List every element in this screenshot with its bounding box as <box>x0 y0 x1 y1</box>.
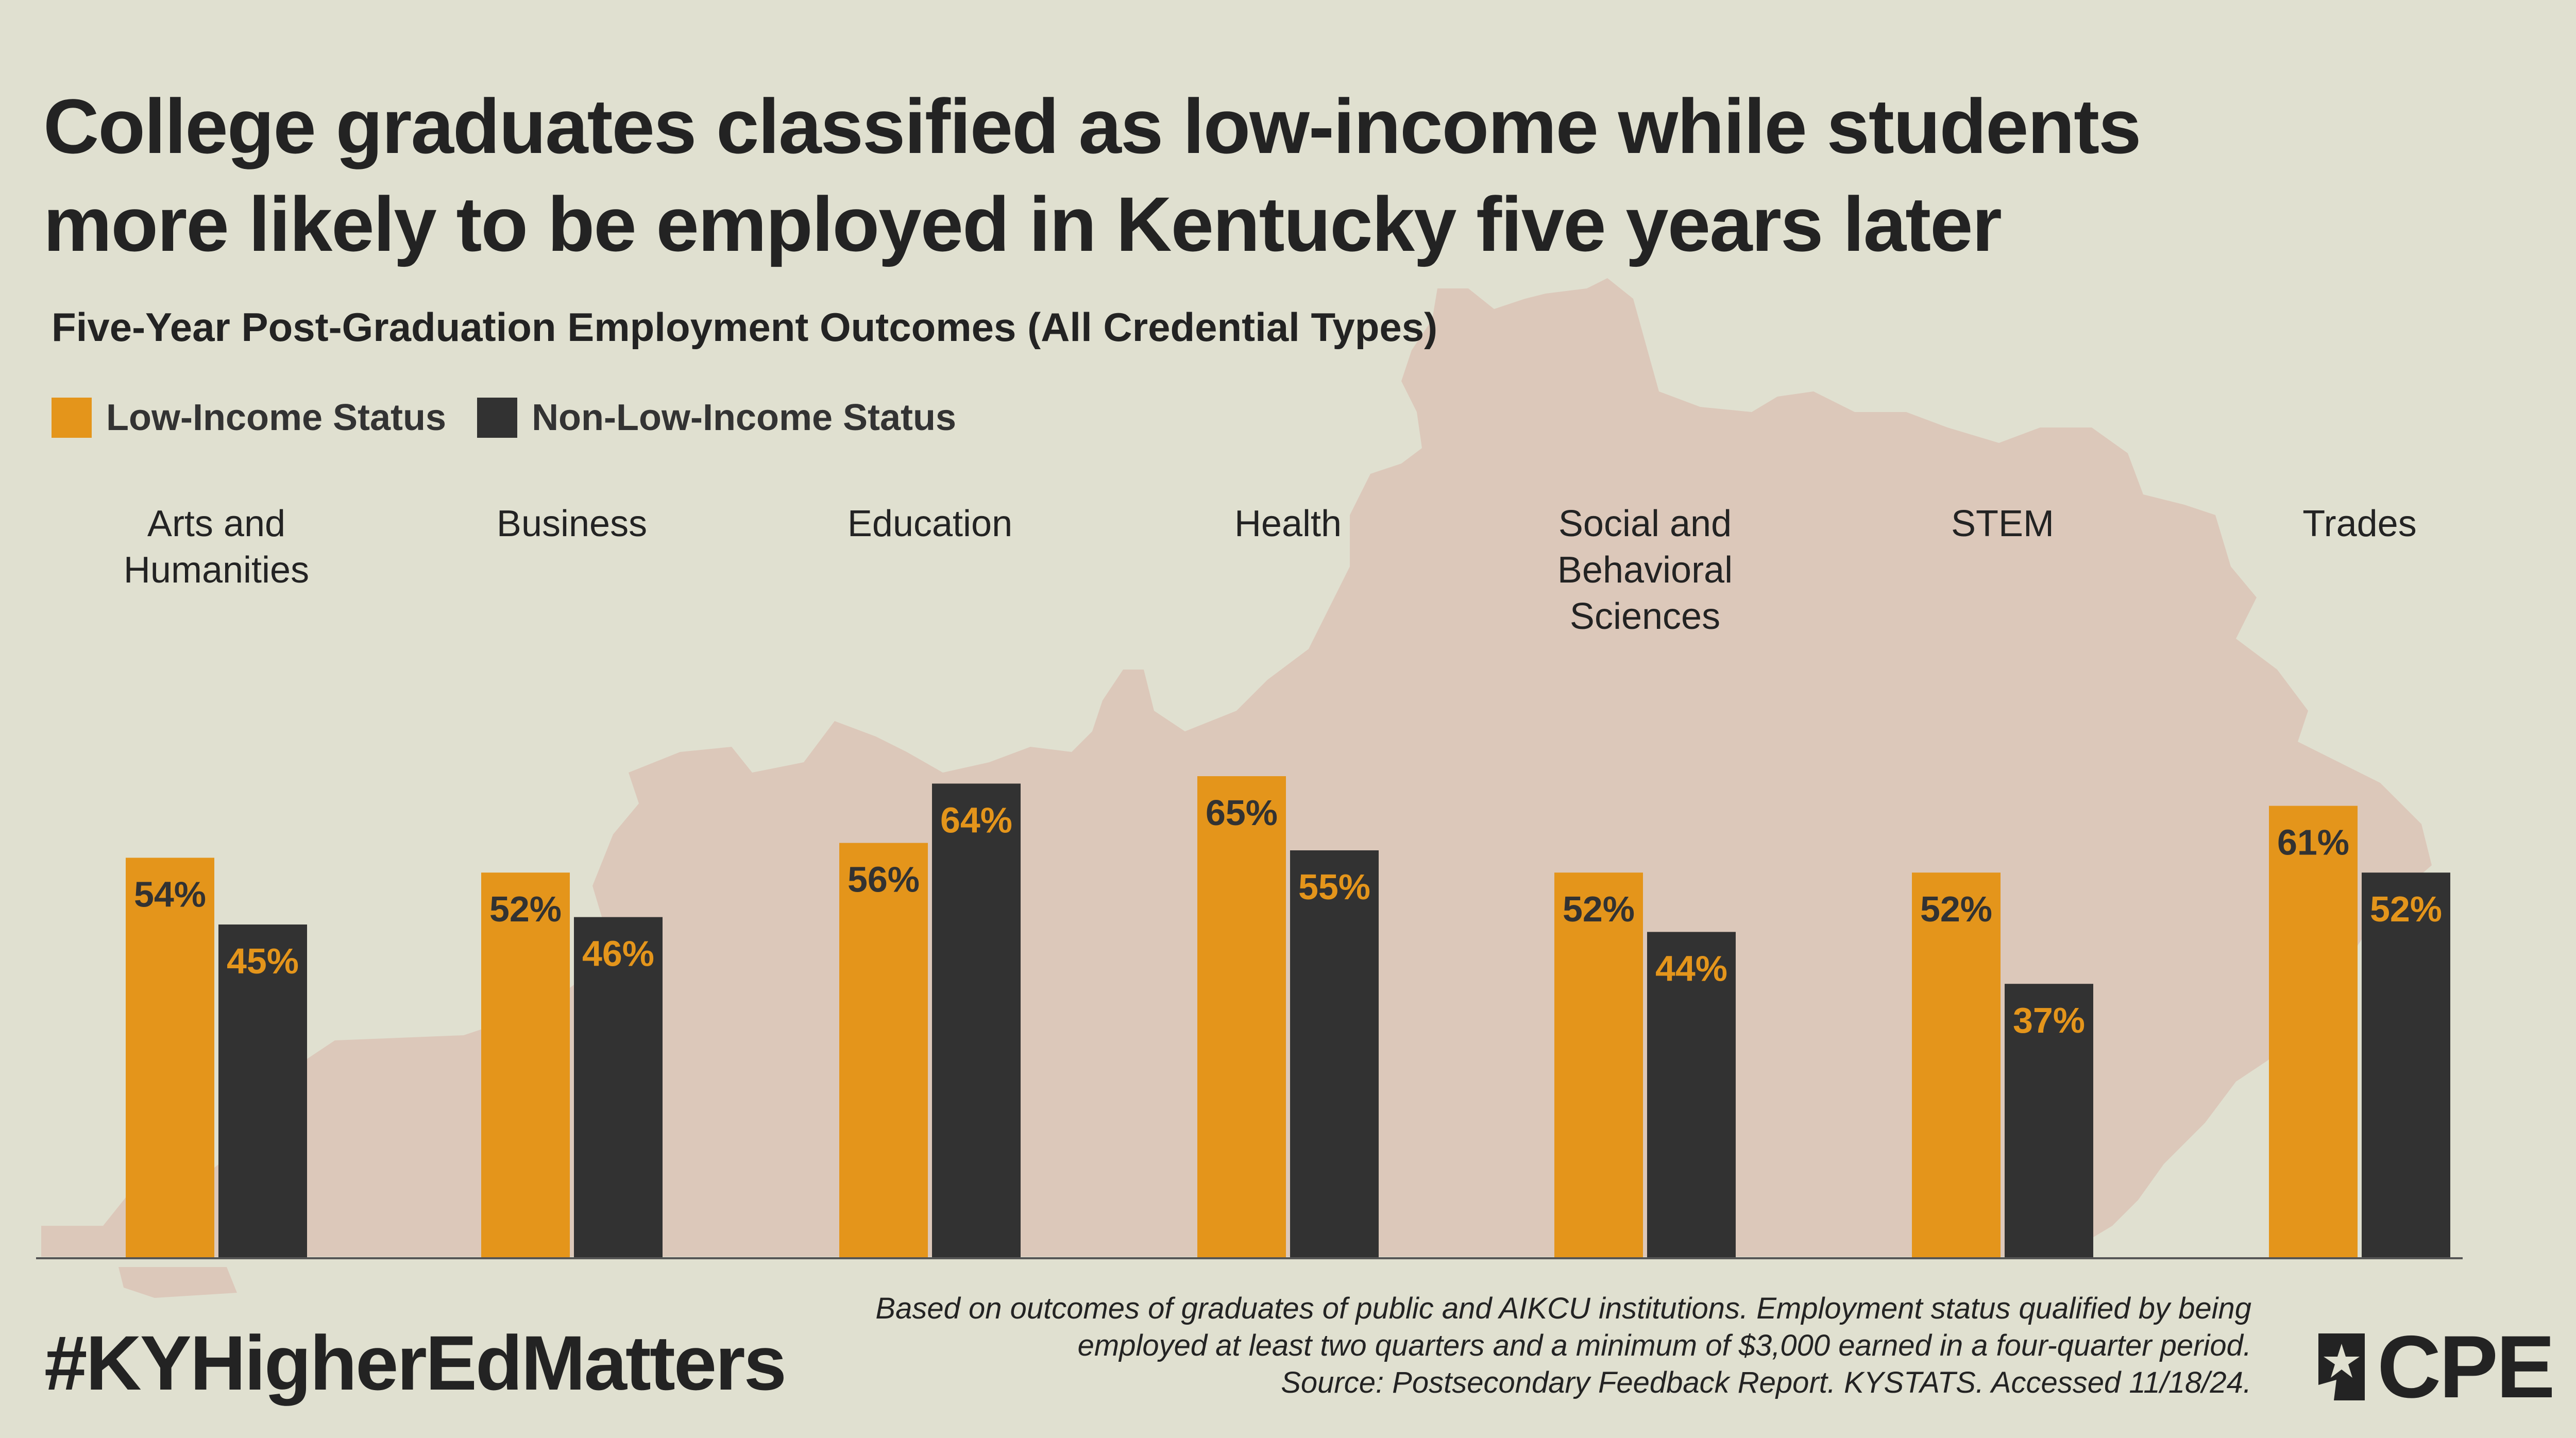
cpe-logo: CPE <box>2313 1316 2555 1418</box>
data-label-non-low-income: 44% <box>1655 948 1727 988</box>
data-label-low-income: 54% <box>134 874 206 914</box>
legend-label-non-low-income: Non-Low-Income Status <box>532 397 957 438</box>
footnote-line-1: Based on outcomes of graduates of public… <box>875 1292 2251 1325</box>
bar-non-low-income <box>574 917 663 1258</box>
data-label-low-income: 61% <box>2277 823 2349 863</box>
data-label-non-low-income: 37% <box>2013 1000 2085 1040</box>
bar-non-low-income <box>932 783 1021 1258</box>
page-title: College graduates classified as low-inco… <box>43 77 2141 273</box>
data-label-low-income: 52% <box>1563 889 1635 929</box>
data-label-non-low-income: 55% <box>1298 867 1370 907</box>
category-label: Education <box>848 503 1012 544</box>
footnote-line-3: Source: Postsecondary Feedback Report. K… <box>1281 1366 2251 1399</box>
bar-low-income <box>1554 872 1643 1258</box>
category-label: STEM <box>1951 503 2054 544</box>
logo-text: CPE <box>2377 1317 2555 1416</box>
bar-non-low-income <box>218 925 307 1258</box>
data-label-low-income: 56% <box>848 860 920 900</box>
chart-legend: Low-Income Status Non-Low-Income Status <box>52 397 987 439</box>
chart-subtitle: Five-Year Post-Graduation Employment Out… <box>52 304 1438 350</box>
category-label: Humanities <box>124 550 309 591</box>
category-label: Behavioral <box>1557 550 1733 591</box>
category-label: Health <box>1234 503 1342 544</box>
bar-low-income <box>1197 776 1286 1258</box>
legend-swatch-non-low-income <box>477 398 518 438</box>
legend-swatch-low-income <box>52 398 92 438</box>
footnote: Based on outcomes of graduates of public… <box>706 1290 2251 1401</box>
legend-label-low-income: Low-Income Status <box>106 397 447 438</box>
category-label: Sciences <box>1570 596 1720 637</box>
bar-non-low-income <box>1647 932 1736 1258</box>
data-label-non-low-income: 52% <box>2370 889 2442 929</box>
category-label: Arts and <box>147 503 285 544</box>
category-label: Trades <box>2302 503 2416 544</box>
footnote-line-2: employed at least two quarters and a min… <box>1077 1329 2251 1362</box>
category-label: Business <box>497 503 647 544</box>
bar-low-income <box>839 843 928 1258</box>
bar-non-low-income <box>2005 984 2093 1258</box>
data-label-non-low-income: 46% <box>582 934 654 974</box>
legend-item-non-low-income: Non-Low-Income Status <box>477 397 956 439</box>
legend-item-low-income: Low-Income Status <box>52 397 446 439</box>
bar-low-income <box>1912 872 2001 1258</box>
data-label-non-low-income: 64% <box>940 800 1012 840</box>
category-label: Social and <box>1558 503 1732 544</box>
bar-non-low-income <box>2362 872 2450 1258</box>
data-label-low-income: 65% <box>1206 793 1278 833</box>
bar-low-income <box>126 858 214 1258</box>
bar-low-income <box>2269 806 2358 1258</box>
hashtag: #KYHigherEdMatters <box>44 1320 787 1406</box>
data-label-low-income: 52% <box>1920 889 1992 929</box>
title-line-2: more likely to be employed in Kentucky f… <box>43 181 2002 267</box>
bar-non-low-income <box>1290 850 1379 1258</box>
title-line-1: College graduates classified as low-inco… <box>43 83 2141 169</box>
kentucky-star-icon <box>2318 1333 2365 1400</box>
data-label-low-income: 52% <box>489 889 562 929</box>
data-label-non-low-income: 45% <box>227 941 299 981</box>
bar-low-income <box>481 872 570 1258</box>
kentucky-map-southwest-tip <box>118 1267 237 1298</box>
